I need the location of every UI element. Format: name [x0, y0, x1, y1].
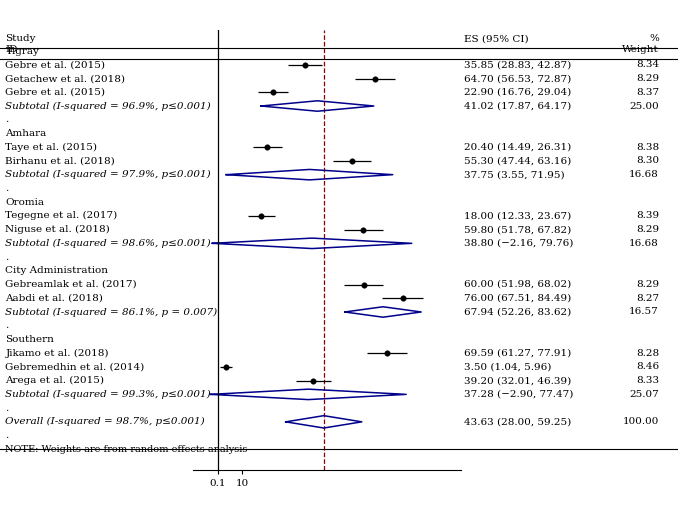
Text: .: . [5, 404, 9, 412]
Text: 25.00: 25.00 [629, 102, 659, 111]
Text: .: . [5, 184, 9, 193]
Text: 100.00: 100.00 [622, 418, 659, 426]
Text: 8.29: 8.29 [636, 74, 659, 83]
Text: 20.40 (14.49, 26.31): 20.40 (14.49, 26.31) [464, 143, 572, 152]
Text: Gebreamlak et al. (2017): Gebreamlak et al. (2017) [5, 280, 137, 289]
Text: Gebremedhin et al. (2014): Gebremedhin et al. (2014) [5, 362, 144, 371]
Text: 16.68: 16.68 [629, 170, 659, 179]
Text: NOTE: Weights are from random effects analysis: NOTE: Weights are from random effects an… [5, 445, 247, 454]
Text: Birhanu et al. (2018): Birhanu et al. (2018) [5, 156, 115, 166]
Text: 8.28: 8.28 [636, 348, 659, 358]
Text: Tigray: Tigray [5, 47, 39, 55]
Text: Overall (I-squared = 98.7%, p≤0.001): Overall (I-squared = 98.7%, p≤0.001) [5, 417, 205, 426]
Text: 8.27: 8.27 [636, 294, 659, 303]
Text: 59.80 (51.78, 67.82): 59.80 (51.78, 67.82) [464, 225, 572, 234]
Text: Subtotal (I-squared = 99.3%, p≤0.001): Subtotal (I-squared = 99.3%, p≤0.001) [5, 390, 211, 399]
Text: 8.29: 8.29 [636, 280, 659, 289]
Text: 60.00 (51.98, 68.02): 60.00 (51.98, 68.02) [464, 280, 572, 289]
Text: 8.37: 8.37 [636, 88, 659, 97]
Text: 55.30 (47.44, 63.16): 55.30 (47.44, 63.16) [464, 156, 572, 166]
Text: 22.90 (16.76, 29.04): 22.90 (16.76, 29.04) [464, 88, 572, 97]
Text: Taye et al. (2015): Taye et al. (2015) [5, 143, 98, 152]
Text: Gebre et al. (2015): Gebre et al. (2015) [5, 60, 105, 69]
Text: 8.34: 8.34 [636, 60, 659, 69]
Text: .: . [5, 252, 9, 262]
Text: Gebre et al. (2015): Gebre et al. (2015) [5, 88, 105, 97]
Text: Subtotal (I-squared = 97.9%, p≤0.001): Subtotal (I-squared = 97.9%, p≤0.001) [5, 170, 211, 179]
Text: 16.57: 16.57 [629, 307, 659, 316]
Text: 25.07: 25.07 [629, 390, 659, 399]
Text: 8.30: 8.30 [636, 156, 659, 166]
Text: 8.46: 8.46 [636, 362, 659, 371]
Text: 69.59 (61.27, 77.91): 69.59 (61.27, 77.91) [464, 348, 572, 358]
Text: Aabdi et al. (2018): Aabdi et al. (2018) [5, 294, 103, 303]
Text: Subtotal (I-squared = 98.6%, p≤0.001): Subtotal (I-squared = 98.6%, p≤0.001) [5, 239, 211, 248]
Text: 76.00 (67.51, 84.49): 76.00 (67.51, 84.49) [464, 294, 572, 303]
Text: .: . [5, 431, 9, 440]
Text: 8.29: 8.29 [636, 225, 659, 234]
Text: Jikamo et al. (2018): Jikamo et al. (2018) [5, 348, 109, 358]
Text: 39.20 (32.01, 46.39): 39.20 (32.01, 46.39) [464, 376, 572, 385]
Text: Oromia: Oromia [5, 198, 45, 207]
Text: 38.80 (−2.16, 79.76): 38.80 (−2.16, 79.76) [464, 239, 574, 248]
Text: .: . [5, 321, 9, 330]
Text: 41.02 (17.87, 64.17): 41.02 (17.87, 64.17) [464, 102, 572, 111]
Text: ID: ID [5, 45, 18, 53]
Text: 37.28 (−2.90, 77.47): 37.28 (−2.90, 77.47) [464, 390, 574, 399]
Text: 67.94 (52.26, 83.62): 67.94 (52.26, 83.62) [464, 307, 572, 316]
Text: Tegegne et al. (2017): Tegegne et al. (2017) [5, 211, 118, 220]
Text: 8.33: 8.33 [636, 376, 659, 385]
Text: Subtotal (I-squared = 86.1%, p = 0.007): Subtotal (I-squared = 86.1%, p = 0.007) [5, 307, 218, 316]
Text: Getachew et al. (2018): Getachew et al. (2018) [5, 74, 125, 83]
Text: %: % [649, 34, 659, 43]
Text: Southern: Southern [5, 335, 54, 344]
Text: .: . [5, 115, 9, 124]
Text: Weight: Weight [622, 45, 659, 53]
Text: Amhara: Amhara [5, 129, 47, 138]
Text: Arega et al. (2015): Arega et al. (2015) [5, 376, 104, 385]
Text: 64.70 (56.53, 72.87): 64.70 (56.53, 72.87) [464, 74, 572, 83]
Text: Subtotal (I-squared = 96.9%, p≤0.001): Subtotal (I-squared = 96.9%, p≤0.001) [5, 102, 211, 111]
Text: City Administration: City Administration [5, 266, 108, 275]
Text: 8.39: 8.39 [636, 211, 659, 220]
Text: 43.63 (28.00, 59.25): 43.63 (28.00, 59.25) [464, 418, 572, 426]
Text: 16.68: 16.68 [629, 239, 659, 248]
Text: 35.85 (28.83, 42.87): 35.85 (28.83, 42.87) [464, 60, 572, 69]
Text: 18.00 (12.33, 23.67): 18.00 (12.33, 23.67) [464, 211, 572, 220]
Text: 37.75 (3.55, 71.95): 37.75 (3.55, 71.95) [464, 170, 565, 179]
Text: 3.50 (1.04, 5.96): 3.50 (1.04, 5.96) [464, 362, 552, 371]
Text: Study: Study [5, 34, 36, 43]
Text: ES (95% CI): ES (95% CI) [464, 34, 529, 43]
Text: 8.38: 8.38 [636, 143, 659, 152]
Text: Niguse et al. (2018): Niguse et al. (2018) [5, 225, 110, 234]
